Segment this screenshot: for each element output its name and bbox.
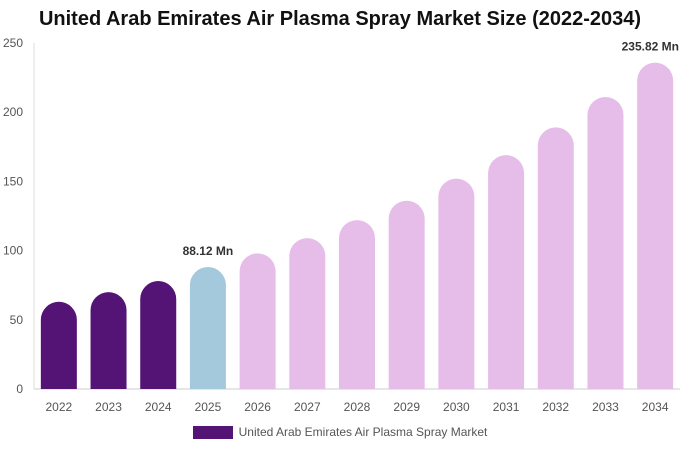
x-tick-label: 2030 <box>443 400 470 414</box>
x-tick-label: 2029 <box>393 400 420 414</box>
x-tick-label: 2027 <box>294 400 321 414</box>
y-tick-label: 0 <box>16 382 23 396</box>
y-tick-label: 200 <box>3 105 23 119</box>
bar-2029 <box>388 200 425 389</box>
chart-title: United Arab Emirates Air Plasma Spray Ma… <box>38 8 642 30</box>
legend: United Arab Emirates Air Plasma Spray Ma… <box>0 425 680 439</box>
bar-2030 <box>438 178 475 389</box>
bar-2025 <box>189 267 226 389</box>
y-tick-label: 100 <box>3 244 23 258</box>
bar-2028 <box>339 220 375 389</box>
x-tick-label: 2034 <box>642 400 669 414</box>
y-tick-label: 150 <box>3 174 23 188</box>
bars <box>40 62 674 390</box>
bar-2022 <box>40 301 77 389</box>
x-tick-label: 2032 <box>542 400 569 414</box>
y-tick-label: 50 <box>10 313 24 327</box>
data-label: 88.12 Mn <box>183 244 234 258</box>
x-tick-label: 2025 <box>195 400 222 414</box>
data-label: 235.82 Mn <box>622 40 679 54</box>
x-tick-label: 2033 <box>592 400 619 414</box>
bar-2024 <box>140 281 177 389</box>
bar-2032 <box>537 127 574 389</box>
x-tick-label: 2031 <box>493 400 520 414</box>
bar-2034 <box>637 62 674 390</box>
x-tick-label: 2024 <box>145 400 172 414</box>
y-tick-label: 250 <box>3 36 23 50</box>
bar-2026 <box>239 253 276 389</box>
data-labels: 88.12 Mn 235.82 Mn <box>183 40 679 258</box>
axes: 0 50 100 150 200 250 2022 2023 2024 2025 2026 2027 2… <box>3 36 680 414</box>
x-tick-label: 2023 <box>95 400 122 414</box>
bar-2033 <box>587 96 624 389</box>
bar-2027 <box>289 238 326 389</box>
bar-2023 <box>90 292 127 389</box>
bar-2031 <box>488 155 525 389</box>
legend-label: United Arab Emirates Air Plasma Spray Ma… <box>238 425 488 439</box>
x-tick-label: 2026 <box>244 400 271 414</box>
x-tick-label: 2028 <box>344 400 371 414</box>
legend-swatch <box>192 425 233 439</box>
x-tick-label: 2022 <box>45 400 72 414</box>
